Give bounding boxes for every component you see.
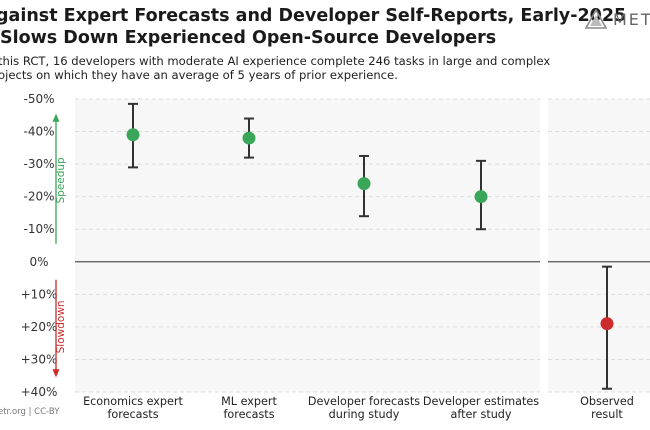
x-category-label: result [591,408,623,421]
y-tick-label: +30% [21,352,58,366]
x-category-label: ML expert [221,395,277,408]
plot-panel-1 [75,99,540,392]
logo-text: METR [613,9,650,29]
slowdown-arrowhead [52,369,60,378]
x-category-label: Economics expert [83,395,183,408]
chart-subtitle-line-1: this RCT, 16 developers with moderate AI… [0,54,551,68]
x-category-label: Observed [580,395,634,408]
y-tick-label: +10% [21,287,58,301]
chart-title-line-1: gainst Expert Forecasts and Developer Se… [0,6,627,26]
data-point [357,177,371,191]
x-category-label: Developer forecasts [308,395,420,408]
y-tick-label: 0% [29,255,48,269]
speedup-arrowhead [52,113,60,122]
metr-logo-icon [585,9,607,29]
slowdown-label: Slowdown [55,300,67,353]
chart-subtitle: this RCT, 16 developers with moderate AI… [0,54,550,82]
x-category-label: during study [329,408,400,421]
speedup-label: Speedup [55,157,67,204]
x-category-label: after study [450,408,511,421]
chart-subtitle-line-2: ojects on which they have an average of … [0,68,398,82]
x-category-label: Developer estimates [423,395,539,408]
plot-panel-2 [548,99,650,392]
footer-source: etr.org | CC-BY [0,407,60,417]
x-category-label: forecasts [223,408,274,421]
data-point [474,190,488,204]
y-tick-label: +40% [21,385,58,399]
y-tick-label: +20% [21,320,58,334]
y-tick-label: -10% [23,222,54,236]
data-point [242,131,256,145]
data-point [126,128,140,142]
data-point [600,317,614,331]
y-tick-label: -20% [23,190,54,204]
y-tick-label: -30% [23,157,54,171]
chart-title: gainst Expert Forecasts and Developer Se… [0,5,626,49]
metr-logo: METR [585,8,650,30]
x-category-label: forecasts [107,408,158,421]
y-tick-label: -50% [23,92,54,106]
y-tick-label: -40% [23,125,54,139]
chart-title-line-2: Slows Down Experienced Open-Source Devel… [0,28,497,48]
